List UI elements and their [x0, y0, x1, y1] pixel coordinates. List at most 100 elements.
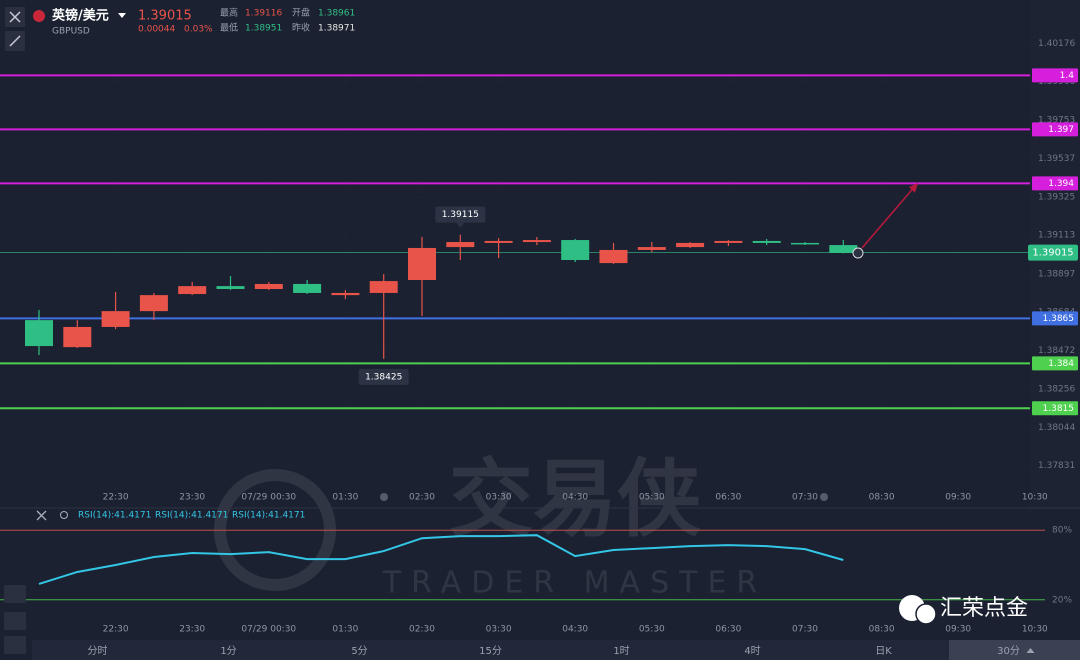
level-label-box	[1032, 176, 1078, 191]
candle-body	[829, 245, 858, 253]
candle-body	[599, 249, 628, 264]
candle-body	[714, 240, 743, 243]
x-tick-label: 01:30	[332, 625, 358, 635]
y-tick-label: 1.38897	[1038, 269, 1075, 279]
level-label: 1.4	[1060, 71, 1075, 81]
time-marker[interactable]	[380, 493, 388, 501]
x-tick-label: 23:30	[179, 493, 205, 503]
time-marker[interactable]	[820, 493, 828, 501]
stat-value: 1.39116	[245, 9, 282, 19]
tool-button[interactable]	[4, 612, 26, 630]
watermark-logo: 交易侠	[449, 450, 702, 548]
brand: 汇荣点金	[899, 595, 1028, 625]
candle-body	[25, 320, 53, 347]
arrow-head	[909, 183, 918, 193]
timeframe-caret[interactable]	[1026, 648, 1035, 653]
x-tick-label: 08:30	[869, 493, 895, 503]
candle-body	[101, 311, 130, 327]
tool-button[interactable]	[4, 585, 26, 603]
y-tick-label: 1.40176	[1038, 39, 1075, 49]
indicator-label: RSI(14):41.4171	[155, 511, 228, 521]
draw-icon	[9, 35, 21, 47]
candle-body	[293, 283, 322, 293]
brand-name: 汇荣点金	[940, 596, 1028, 621]
x-tick-label: 10:30	[1022, 493, 1048, 503]
trend-arrow	[852, 183, 918, 259]
x-tick-label: 04:30	[562, 625, 588, 635]
indicator-label: RSI(14):41.4171	[232, 511, 305, 521]
x-tick-label: 03:30	[486, 625, 512, 635]
x-tick-label: 04:30	[562, 493, 588, 503]
rsi-tick-label: 20%	[1052, 595, 1072, 605]
timeframe-button[interactable]: 1时	[613, 645, 629, 657]
symbol-caret[interactable]	[118, 13, 126, 18]
level-label-box	[1032, 401, 1078, 416]
price: 1.39015	[138, 9, 192, 24]
candle-body	[637, 247, 666, 250]
candle-body	[522, 240, 551, 243]
symbol-name[interactable]: 英镑/美元	[51, 8, 109, 24]
timeframe-button[interactable]: 30分	[997, 645, 1020, 657]
tool-button[interactable]	[4, 636, 26, 654]
indicator-label: RSI(14):41.4171	[78, 511, 151, 521]
rsi-settings[interactable]	[60, 511, 68, 519]
x-tick-label: 22:30	[103, 493, 129, 503]
timeframe-active[interactable]	[949, 640, 1080, 660]
rsi-close[interactable]	[36, 510, 47, 521]
timeframe-button[interactable]: 4时	[744, 645, 760, 657]
level-label-box	[1032, 356, 1078, 371]
rsi-line	[38, 534, 844, 585]
y-tick-label: 1.39113	[1038, 231, 1075, 241]
level-label: 1.3815	[1043, 404, 1075, 414]
x-tick-label: 22:30	[103, 625, 129, 635]
rsi-chart: 22:30 23:30 07/29 00:30 01:30 02:30 03:30 04:3…	[0, 511, 1072, 635]
x-tick-label: 10:30	[1022, 625, 1048, 635]
change: 0.00044	[138, 25, 175, 35]
last-price-label: 1.39015	[1032, 248, 1073, 259]
y-tick-label: 1.39537	[1038, 154, 1075, 164]
symbol-code: GBPUSD	[52, 27, 90, 37]
level-label: 1.3865	[1043, 314, 1075, 324]
high-label-pointer	[456, 222, 465, 228]
timeframe-button[interactable]: 分时	[88, 645, 108, 657]
close-icon	[9, 11, 21, 23]
rsi-tick-label: 80%	[1052, 526, 1072, 536]
level-label: 1.397	[1048, 125, 1074, 135]
timeframe-button[interactable]: 日K	[875, 646, 892, 657]
x-tick-label: 05:30	[639, 493, 665, 503]
x-tick-label: 23:30	[179, 625, 205, 635]
y-tick-label: 1.38472	[1038, 346, 1075, 356]
timeframe-button[interactable]: 15分	[479, 645, 502, 657]
candle-body	[791, 242, 819, 245]
high-label-box	[435, 206, 486, 223]
stat-label: 最低	[220, 22, 238, 34]
y-tick-label: 1.39325	[1038, 192, 1075, 202]
arrow-line	[861, 184, 917, 249]
x-tick-label: 07:30	[792, 493, 818, 503]
level-label-box	[1032, 311, 1078, 326]
low-label: 1.38425	[365, 372, 402, 382]
watermark: 交易侠 TRADER MASTER	[214, 450, 768, 601]
x-tick-label: 07:30	[792, 625, 818, 635]
flag-icon	[33, 10, 45, 22]
last-price-box	[1028, 244, 1078, 261]
x-tick-label: 02:30	[409, 493, 435, 503]
x-tick-label: 07/29 00:30	[241, 493, 296, 503]
timeframe-button[interactable]: 1分	[220, 645, 236, 657]
level-label: 1.384	[1048, 359, 1074, 369]
y-tick-label: 1.38044	[1038, 423, 1075, 433]
stat-value: 1.38951	[245, 24, 282, 34]
candle-body	[676, 242, 705, 248]
level-label: 1.394	[1048, 179, 1074, 189]
x-tick-label: 01:30	[332, 493, 358, 503]
y-tick-label: 1.39753	[1038, 115, 1075, 125]
timeframe-bar	[32, 640, 1080, 660]
candle-body	[484, 240, 513, 243]
wechat-icon	[915, 603, 937, 625]
watermark-tagline: TRADER MASTER	[382, 566, 768, 601]
candle-body	[369, 281, 398, 293]
stat-label: 开盘	[292, 7, 310, 19]
timeframe-button[interactable]: 5分	[351, 645, 367, 657]
